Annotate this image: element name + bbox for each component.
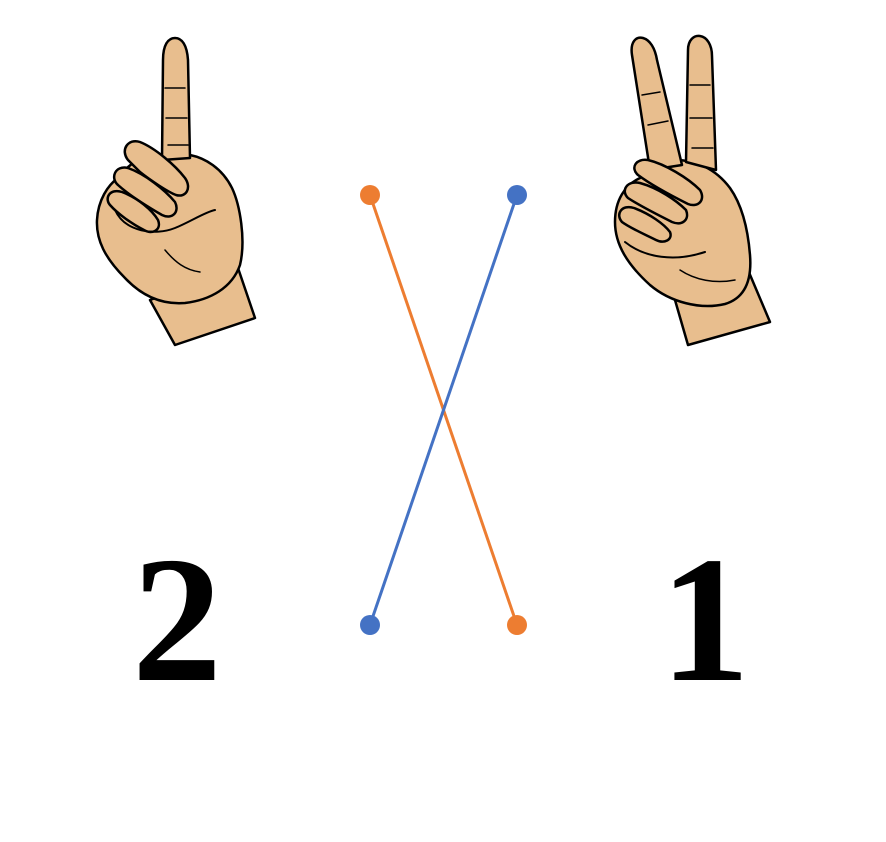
left-hand-thumb — [114, 209, 216, 233]
hand-two-fingers-icon — [613, 34, 772, 347]
left-hand-index-finger — [160, 36, 192, 162]
blue-start-dot[interactable] — [507, 185, 527, 205]
orange-end-dot[interactable] — [507, 615, 527, 635]
number-one: 1 — [660, 520, 750, 719]
right-hand-thumb — [624, 241, 706, 259]
right-hand-curled-fingers — [633, 158, 704, 207]
left-hand-curled-fingers — [123, 139, 190, 197]
right-hand-middle-finger — [684, 34, 718, 172]
hand-one-finger-icon — [95, 36, 257, 347]
blue-end-dot[interactable] — [360, 615, 380, 635]
orange-start-dot[interactable] — [360, 185, 380, 205]
connector-lines — [360, 185, 527, 635]
blue-connector-line — [368, 194, 519, 626]
number-two: 2 — [132, 520, 222, 719]
right-hand-index-finger — [630, 36, 684, 172]
